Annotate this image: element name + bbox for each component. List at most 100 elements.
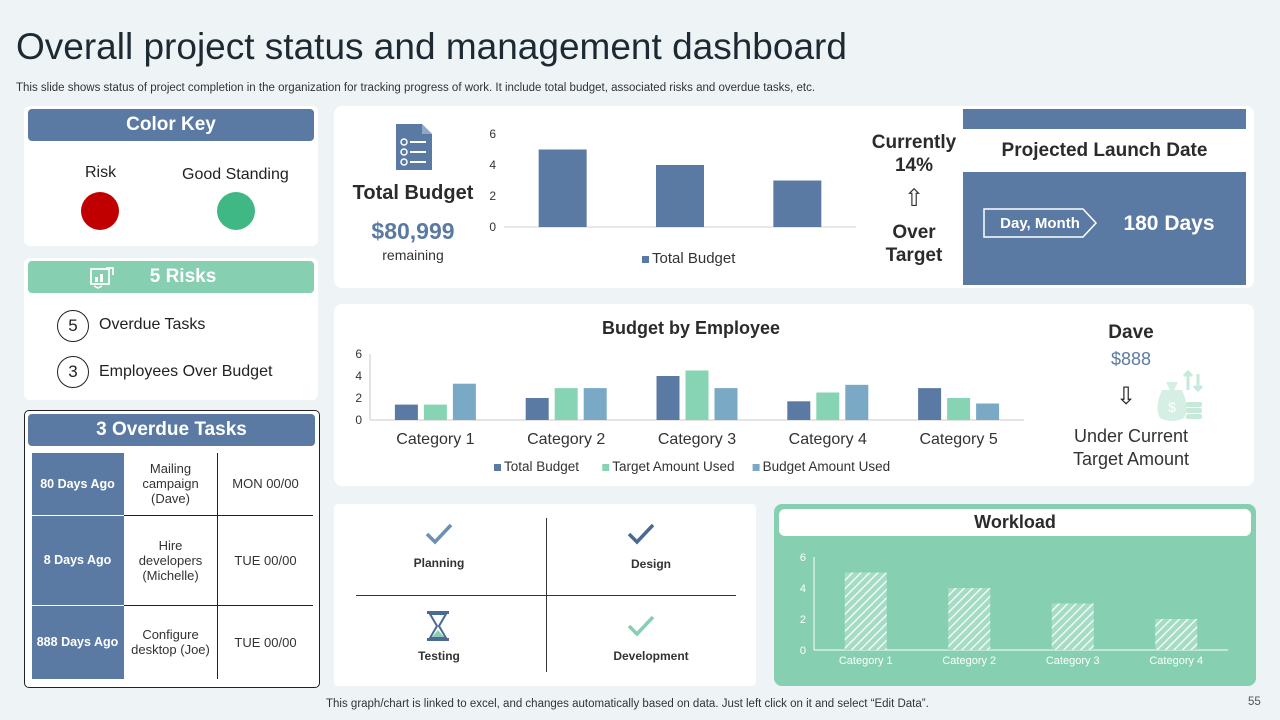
hourglass-icon [427,611,449,641]
phase-design: Design [630,557,671,571]
table-row: 80 Days Ago Mailing campaign (Dave) MON … [31,453,313,516]
bar [1155,619,1198,650]
bar [394,404,418,420]
legend-label: Total Budget [504,459,579,474]
x-tick-label: Category 3 [1046,655,1100,667]
bar [525,398,549,420]
table-row: 888 Days Ago Configure desktop (Joe) TUE… [31,604,313,679]
document-icon [396,124,432,170]
x-tick-label: Category 2 [527,431,605,448]
good-standing-label: Good Standing [182,166,289,183]
overdue-tasks-card: 3 Overdue Tasks 80 Days Ago Mailing camp… [24,410,320,688]
x-tick-label: Category 5 [919,431,997,448]
workload-chart: 0 2 4 6 Category 1 Category 2 Category 3 Catego… [800,552,1228,667]
total-budget-chart: 0 2 4 6 Total Budget [489,127,856,267]
arrow-down-icon: ⇩ [1116,383,1137,410]
y-tick-label: 0 [489,220,496,234]
phase-testing: Testing [418,649,460,663]
chart-title: Budget by Employee [602,318,780,338]
risk-item-label: Overdue Tasks [99,316,206,333]
task-age: 888 Days Ago [31,604,124,679]
svg-text:$: $ [1168,399,1176,415]
y-tick-label: 0 [355,413,362,427]
bar [656,376,680,420]
task-date: MON 00/00 [217,453,313,516]
phase-planning: Planning [413,556,465,570]
risk-item-label: Employees Over Budget [99,363,273,380]
launch-panel: Day, Month 180 Days [963,172,1246,285]
risk-dot [81,192,119,230]
phases-card: Planning Design Testing Development [334,504,756,686]
launch-top-bar [963,109,1246,129]
target-label: Target [885,245,943,266]
task-name: Mailing campaign (Dave) [123,453,218,516]
legend-label: Target Amount Used [612,459,734,474]
under-target-line2: Target Amount [1072,449,1190,469]
legend-swatch [642,256,649,263]
task-date: TUE 00/00 [217,604,313,679]
risks-header: 5 Risks [28,261,314,293]
page-subtitle: This slide shows status of project compl… [16,82,816,94]
y-tick-label: 6 [489,127,496,141]
y-tick-label: 4 [489,158,496,172]
bar [773,180,822,227]
over-label: Over [892,222,936,243]
overdue-tasks-table: 80 Days Ago Mailing campaign (Dave) MON … [31,453,313,679]
budget-by-employee-card: Budget by Employee 0 2 4 6 Category 1 Category… [334,304,1254,486]
budget-amount: $80,999 [371,218,455,244]
task-date: TUE 00/00 [217,514,313,606]
budget-by-employee-chart: Budget by Employee 0 2 4 6 Category 1 Category… [355,318,1024,474]
bar [452,383,476,420]
x-tick-label: Category 3 [658,431,736,448]
risk-chart-icon [90,267,114,289]
legend-swatch [602,464,610,471]
color-key-card: Color Key Risk Good Standing [24,106,318,246]
risk-count-circle: 5 [57,310,89,342]
workload-card: Workload 0 2 4 6 Category 1 Category 2 Categor… [774,504,1256,686]
legend-label: Budget Amount Used [763,459,891,474]
currently-label: Currently [871,132,957,153]
bar [423,404,447,420]
workload-title: Workload [779,509,1251,536]
legend-label: Total Budget [652,250,736,267]
y-tick-label: 4 [800,583,806,595]
design-check-icon [627,523,655,545]
bar [976,403,1000,420]
bar [583,388,607,420]
good-standing-dot [217,192,255,230]
phase-development: Development [613,649,689,663]
launch-title: Projected Launch Date [1001,140,1208,161]
bar [538,149,587,227]
phases-divider-h [356,595,736,596]
under-target-line1: Under Current [1073,426,1189,446]
total-budget-title: Total Budget [352,182,474,204]
task-name: Configure desktop (Joe) [123,604,218,679]
launch-days: 180 Days [1123,212,1215,235]
x-tick-label: Category 1 [839,655,893,667]
launch-date-label: Day, Month [1000,215,1080,232]
percent-value: 14% [894,155,934,176]
employee-amount: $888 [1110,349,1152,369]
task-age: 8 Days Ago [31,514,124,606]
risk-count-circle: 3 [57,356,89,388]
risk-label: Risk [85,164,117,181]
bar [685,370,709,420]
x-tick-label: Category 4 [1149,655,1203,667]
x-tick-label: Category 4 [789,431,867,448]
legend-swatch [752,464,760,471]
bar [714,388,738,420]
y-tick-label: 4 [355,369,362,383]
budget-remaining-label: remaining [382,247,444,263]
color-key-title: Color Key [28,109,314,141]
money-bag-icon: $ [1157,369,1204,421]
overdue-tasks-title: 3 Overdue Tasks [28,414,315,446]
table-row: 8 Days Ago Hire developers (Michelle) TU… [31,514,313,606]
page-number: 55 [1248,696,1261,708]
bar [845,384,869,420]
bar [656,165,704,227]
y-tick-label: 2 [800,614,806,626]
x-tick-label: Category 2 [942,655,996,667]
planning-check-icon [425,523,453,545]
total-budget-card: Total Budget $80,999 remaining 0 2 4 6 Total… [334,106,1254,288]
legend-swatch [494,464,501,471]
